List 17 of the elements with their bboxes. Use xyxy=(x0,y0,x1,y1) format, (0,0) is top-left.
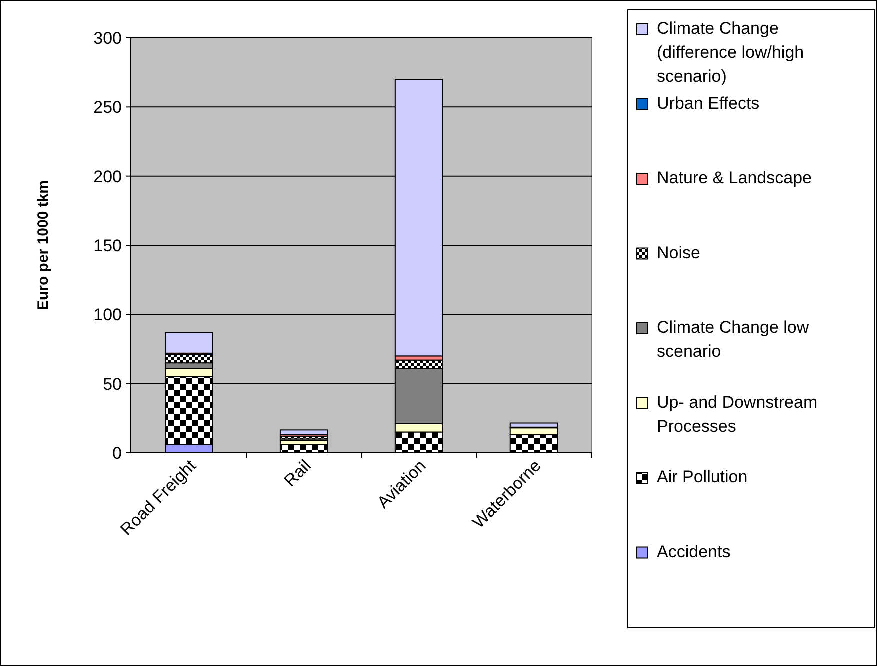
legend-label: Climate Change low scenario xyxy=(657,318,810,361)
y-tick-label: 150 xyxy=(94,236,122,256)
legend-label: Climate Change (difference low/high scenario) xyxy=(657,19,804,86)
y-tick-label: 300 xyxy=(94,28,122,48)
x-tick-label: Rail xyxy=(280,456,315,491)
y-tick-label: 250 xyxy=(94,98,122,118)
y-tick-label: 0 xyxy=(112,444,122,463)
y-tick-label: 50 xyxy=(103,374,122,394)
legend-label: Urban Effects xyxy=(657,94,760,113)
y-axis-title: Euro per 1000 tkm xyxy=(35,180,52,311)
legend-label: Up- and Downstream Processes xyxy=(657,392,818,436)
legend-label: Noise xyxy=(657,243,700,262)
y-tick-label: 100 xyxy=(94,306,122,325)
legend-label: Nature & Landscape xyxy=(657,168,812,188)
legend-label: Air Pollution xyxy=(657,468,748,486)
y-tick-label: 200 xyxy=(94,167,122,186)
legend-label: Accidents xyxy=(657,542,731,562)
